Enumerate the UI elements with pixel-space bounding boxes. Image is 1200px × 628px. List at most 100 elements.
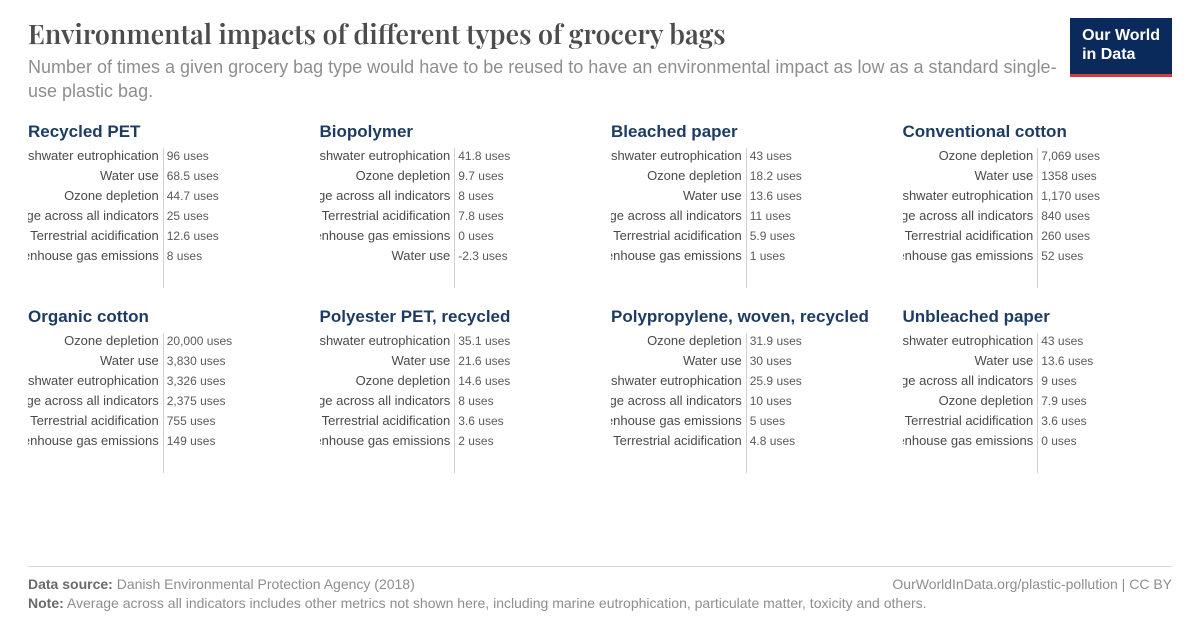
chart-panel: Polypropylene, woven, recycledOzone depl… (611, 307, 881, 482)
chart-panel: Bleached paperFreshwater eutrophication4… (611, 122, 881, 297)
bar-label: Freshwater eutrophication (903, 333, 1038, 348)
bar-label: Freshwater eutrophication (320, 148, 455, 163)
bar-label: Terrestrial acidification (30, 413, 163, 428)
bar-row: Greenhouse gas emissions0 uses (320, 228, 590, 244)
bar-row: Greenhouse gas emissions2 uses (320, 433, 590, 449)
bar-row: Terrestrial acidification4.8 uses (611, 433, 881, 449)
bar-row: Average across all indicators8 uses (320, 188, 590, 204)
bar-value: 20,000 uses (163, 334, 232, 348)
bar-label: Ozone depletion (64, 333, 163, 348)
bar-row: Water use21.6 uses (320, 353, 590, 369)
bar-label: Greenhouse gas emissions (28, 433, 163, 448)
bar-value: 41.8 uses (454, 149, 510, 163)
bar-label: Terrestrial acidification (30, 228, 163, 243)
chart-panel: BiopolymerFreshwater eutrophication41.8 … (320, 122, 590, 297)
bar-value: 1,170 uses (1037, 189, 1100, 203)
bar-value: 30 uses (746, 354, 792, 368)
footer: Data source: Danish Environmental Protec… (28, 566, 1172, 614)
bar-label: Average across all indicators (28, 393, 163, 408)
bar-label: Ozone depletion (356, 373, 455, 388)
bar-value: 3,326 uses (163, 374, 226, 388)
bar-value: 35.1 uses (454, 334, 510, 348)
bar-row: Greenhouse gas emissions149 uses (28, 433, 298, 449)
logo-line2: in Data (1082, 46, 1135, 63)
bar-row: Greenhouse gas emissions8 uses (28, 248, 298, 264)
bar-label: Terrestrial acidification (613, 228, 746, 243)
bar-row: Terrestrial acidification7.8 uses (320, 208, 590, 224)
footer-source: Data source: Danish Environmental Protec… (28, 575, 415, 595)
panel-bars: Ozone depletion20,000 uses Water use3,830… (28, 333, 298, 473)
bar-label: Freshwater eutrophication (28, 373, 163, 388)
bar-row: Water use3,830 uses (28, 353, 298, 369)
bar-row: Average across all indicators8 uses (320, 393, 590, 409)
bar-value: 0 uses (1037, 434, 1076, 448)
bar-row: Average across all indicators10 uses (611, 393, 881, 409)
bar-row: Ozone depletion31.9 uses (611, 333, 881, 349)
bar-row: Water use1358 uses (903, 168, 1173, 184)
bar-row: Freshwater eutrophication1,170 uses (903, 188, 1173, 204)
bar-row: Freshwater eutrophication41.8 uses (320, 148, 590, 164)
bar-label: Average across all indicators (28, 208, 163, 223)
bar-row: Ozone depletion14.6 uses (320, 373, 590, 389)
bar-value: 9.7 uses (454, 169, 503, 183)
bar-value: 5 uses (746, 414, 785, 428)
bar-row: Average across all indicators25 uses (28, 208, 298, 224)
bar-label: Ozone depletion (647, 333, 746, 348)
bar-value: 3.6 uses (1037, 414, 1086, 428)
panel-title: Recycled PET (28, 122, 298, 142)
bar-label: Freshwater eutrophication (611, 373, 746, 388)
bar-row: Ozone depletion20,000 uses (28, 333, 298, 349)
bar-value: 1 uses (746, 249, 785, 263)
bar-label: Terrestrial acidification (905, 413, 1038, 428)
bar-value: 8 uses (454, 394, 493, 408)
panel-bars: Freshwater eutrophication35.1 usesWater … (320, 333, 590, 473)
bar-value: 3,830 uses (163, 354, 226, 368)
footer-attribution: OurWorldInData.org/plastic-pollution | C… (892, 575, 1172, 595)
bar-label: Water use (974, 168, 1037, 183)
panel-title: Organic cotton (28, 307, 298, 327)
bar-label: Average across all indicators (611, 393, 746, 408)
bar-row: Terrestrial acidification12.6 uses (28, 228, 298, 244)
bar-row: Ozone depletion18.2 uses (611, 168, 881, 184)
bar-label: Greenhouse gas emissions (903, 433, 1038, 448)
logo-line1: Our World (1082, 27, 1160, 44)
page-title: Environmental impacts of different types… (28, 18, 928, 49)
bar-value: 2,375 uses (163, 394, 226, 408)
bar-label: Average across all indicators (320, 393, 455, 408)
bar-row: Terrestrial acidification755 uses (28, 413, 298, 429)
bar-value: 755 uses (163, 414, 216, 428)
bar-value: 12.6 uses (163, 229, 219, 243)
chart-panel: Conventional cottonOzone depletion7,069 … (903, 122, 1173, 297)
bar-label: Terrestrial acidification (322, 208, 455, 223)
bar-row: Ozone depletion7.9 uses (903, 393, 1173, 409)
bar-row: Average across all indicators2,375 uses (28, 393, 298, 409)
bar-row: Freshwater eutrophication25.9 uses (611, 373, 881, 389)
bar-row: Greenhouse gas emissions52 uses (903, 248, 1173, 264)
page-subtitle: Number of times a given grocery bag type… (28, 55, 1078, 104)
bar-row: Water use13.6 uses (611, 188, 881, 204)
small-multiples-grid: Recycled PET Freshwater eutrophication96 … (28, 122, 1172, 482)
bar-value: 13.6 uses (1037, 354, 1093, 368)
bar-value: 149 uses (163, 434, 216, 448)
bar-label: Freshwater eutrophication (28, 148, 163, 163)
bar-label: Water use (683, 188, 746, 203)
bar-value: 260 uses (1037, 229, 1090, 243)
panel-bars: Ozone depletion31.9 usesWater use30 uses… (611, 333, 881, 473)
bar-row: Freshwater eutrophication96 uses (28, 148, 298, 164)
bar-value: 7.8 uses (454, 209, 503, 223)
bar-row: Freshwater eutrophication3,326 uses (28, 373, 298, 389)
bar-label: Average across all indicators (903, 373, 1038, 388)
bar-row: Ozone depletion44.7 uses (28, 188, 298, 204)
bar-label: Ozone depletion (356, 168, 455, 183)
bar-label: Freshwater eutrophication (611, 148, 746, 163)
bar-value: 840 uses (1037, 209, 1090, 223)
owid-logo: Our World in Data (1070, 18, 1172, 77)
bar-label: Ozone depletion (647, 168, 746, 183)
bar-label: Greenhouse gas emissions (611, 413, 746, 428)
bar-row: Water use68.5 uses (28, 168, 298, 184)
panel-bars: Freshwater eutrophication96 uses Water us… (28, 148, 298, 288)
bar-label: Greenhouse gas emissions (28, 248, 163, 263)
bar-value: 3.6 uses (454, 414, 503, 428)
panel-bars: Ozone depletion7,069 usesWater use1358 u… (903, 148, 1173, 288)
bar-label: Freshwater eutrophication (903, 188, 1038, 203)
